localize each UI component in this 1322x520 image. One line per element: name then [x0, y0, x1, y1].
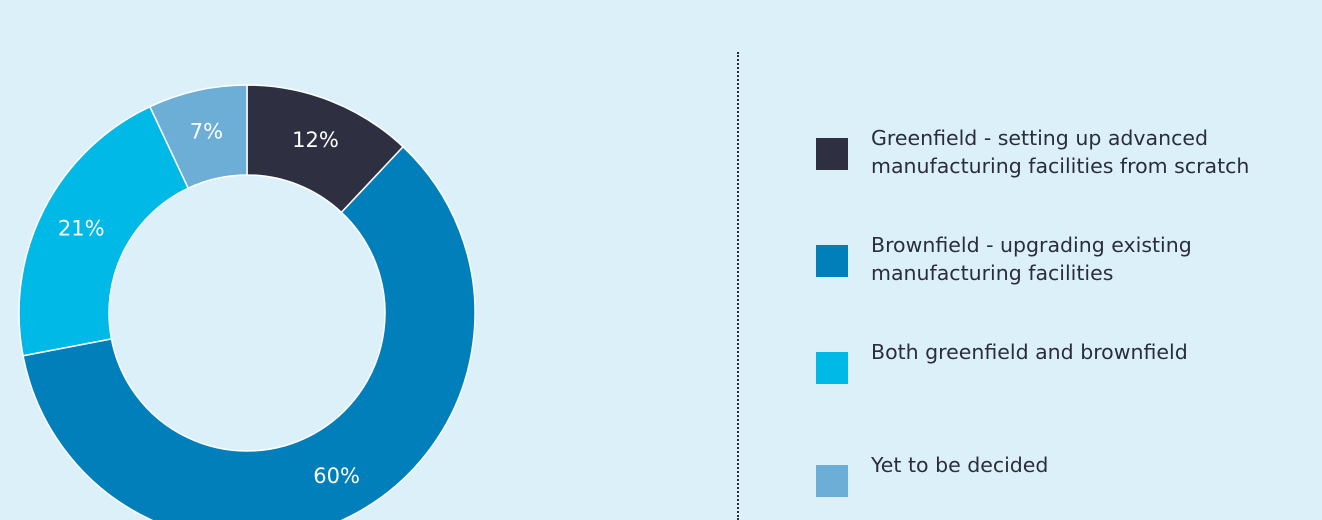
legend-swatch-undecided [816, 465, 848, 497]
donut-chart: 12% 60% 21% 7% [18, 84, 476, 520]
donut-slice-brownfield [22, 145, 476, 520]
legend-item-greenfield: Greenfield - setting up advanced manufac… [816, 124, 1321, 180]
legend-item-undecided: Yet to be decided [816, 451, 1321, 497]
donut-slices [18, 84, 476, 520]
data-label-brownfield: 60% [313, 464, 360, 488]
donut-data-labels: 12% 60% 21% 7% [58, 119, 360, 488]
donut-slice-both [18, 105, 190, 357]
legend-label-greenfield: Greenfield - setting up advanced manufac… [871, 126, 1250, 178]
legend-label-brownfield: Brownfield - upgrading existing manufact… [871, 233, 1192, 285]
legend-swatch-both [816, 352, 848, 384]
legend: Greenfield - setting up advanced manufac… [816, 0, 1322, 520]
legend-label-undecided: Yet to be decided [871, 453, 1049, 477]
legend-item-brownfield: Brownfield - upgrading existing manufact… [816, 231, 1321, 287]
legend-swatch-greenfield [816, 138, 848, 170]
legend-item-both: Both greenfield and brownfield [816, 338, 1321, 384]
data-label-greenfield: 12% [292, 128, 339, 152]
data-label-undecided: 7% [190, 119, 223, 143]
donut-slice-undecided [148, 84, 248, 190]
dotted-divider [737, 52, 739, 520]
legend-label-both: Both greenfield and brownfield [871, 340, 1188, 364]
legend-swatch-brownfield [816, 245, 848, 277]
data-label-both: 21% [58, 217, 105, 241]
